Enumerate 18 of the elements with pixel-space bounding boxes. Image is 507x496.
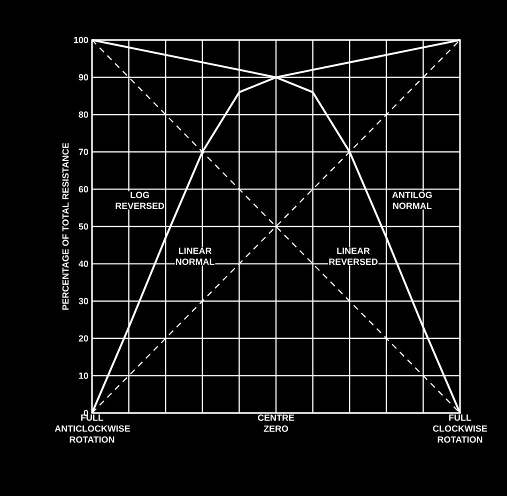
y-tick-label: 50 (78, 223, 88, 230)
x-tick-label: FULL ANTICLOCKWISE ROTATION (54, 414, 130, 443)
y-tick-label: 80 (78, 111, 88, 118)
y-tick-label: 40 (78, 260, 88, 267)
y-tick-label: 100 (74, 36, 88, 44)
y-tick-label: 10 (79, 372, 88, 379)
y-tick-label: 30 (78, 298, 88, 304)
y-axis-title: PERCENTAGE OF TOTAL RESISTANCE (62, 142, 69, 310)
annotation: LINEAR REVERSED (329, 248, 378, 265)
x-tick-label: FULL CLOCKWISE ROTATION (432, 414, 488, 443)
annotation: LOG REVERSED (116, 192, 164, 210)
y-tick-label: 70 (78, 148, 88, 156)
y-tick-label: 60 (78, 186, 88, 192)
x-tick-label: CENTRE ZERO (258, 414, 294, 432)
annotation: ANTILOG NORMAL (392, 192, 432, 210)
y-tick-label: 20 (78, 335, 88, 342)
annotation: LINEAR NORMAL (176, 248, 214, 265)
y-tick-label: 90 (78, 74, 88, 80)
